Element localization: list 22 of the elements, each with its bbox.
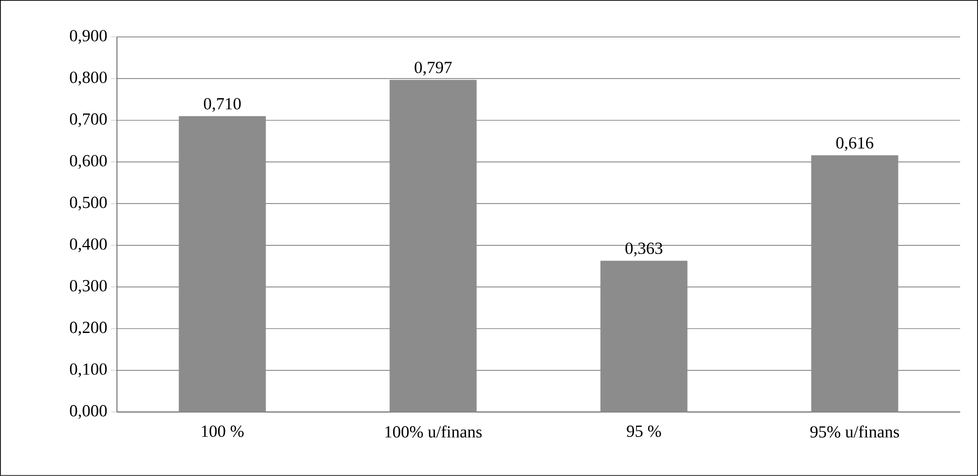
data-label: 0,710 — [204, 98, 241, 112]
x-tick-label: 95 % — [626, 426, 661, 438]
bar — [600, 260, 688, 412]
y-tick-label: 0,600 — [70, 155, 107, 169]
x-tick-label: 100% u/finans — [385, 426, 482, 438]
y-tick-label: 0,800 — [70, 72, 107, 86]
y-tick-label: 0,700 — [70, 113, 107, 128]
bar — [178, 116, 266, 412]
data-label: 0,616 — [836, 137, 874, 152]
bar — [390, 80, 477, 412]
data-label: 0,363 — [626, 242, 662, 257]
x-tick-label: 100 % — [202, 426, 244, 438]
y-tick-label: 0,900 — [70, 30, 107, 44]
x-tick-label: 95% u/finans — [810, 426, 900, 438]
bar — [811, 155, 898, 412]
data-label: 0,797 — [414, 62, 452, 76]
y-tick-label: 0,200 — [70, 322, 107, 336]
y-tick-label: 0,300 — [70, 280, 107, 294]
y-tick-label: 0,000 — [70, 405, 107, 419]
y-tick-label: 0,400 — [70, 238, 107, 252]
y-tick-label: 0,500 — [70, 196, 107, 211]
y-tick-label: 0,100 — [70, 363, 107, 378]
